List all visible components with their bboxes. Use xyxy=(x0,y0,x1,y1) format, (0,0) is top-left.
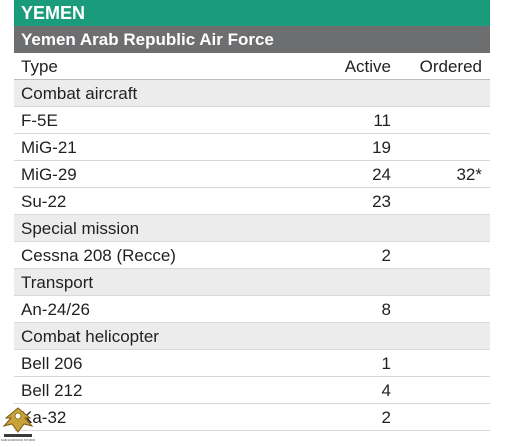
active-count: 4 xyxy=(381,381,391,400)
section-row: Combat aircraft xyxy=(14,80,490,107)
section-label: Transport xyxy=(21,273,94,292)
active-count: 11 xyxy=(373,111,391,130)
table-row: Cessna 208 (Recce) 2 xyxy=(14,242,490,269)
active-count: 23 xyxy=(372,192,391,211)
fleet-table: YEMEN Yemen Arab Republic Air Force Type… xyxy=(14,0,490,431)
section-row: Transport xyxy=(14,269,490,296)
section-row: Special mission xyxy=(14,215,490,242)
column-header-ordered: Ordered xyxy=(419,57,482,76)
active-count: 2 xyxy=(381,408,391,427)
aircraft-type: Ka-32 xyxy=(21,408,67,427)
svg-text:SAM HOFFMAN STUDIO: SAM HOFFMAN STUDIO xyxy=(1,438,36,442)
section-row: Combat helicopter xyxy=(14,323,490,350)
column-header-active: Active xyxy=(344,57,391,76)
air-force-title: Yemen Arab Republic Air Force xyxy=(14,26,490,53)
table-header-row: Type Active Ordered xyxy=(14,53,490,80)
active-count: 1 xyxy=(381,354,391,373)
country-title: YEMEN xyxy=(14,0,490,26)
active-count: 24 xyxy=(372,165,391,184)
table-row: An-24/26 8 xyxy=(14,296,490,323)
active-count: 19 xyxy=(372,138,391,157)
aircraft-type: An-24/26 xyxy=(21,300,90,319)
aircraft-type: MiG-29 xyxy=(21,165,77,184)
table-row: MiG-21 19 xyxy=(14,134,490,161)
aircraft-type: Bell 212 xyxy=(21,381,83,400)
table-body: Combat aircraft F-5E 11 MiG-21 19 MiG-29 24 32*… xyxy=(14,80,490,431)
ordered-count: 32* xyxy=(456,165,482,184)
aircraft-type: Bell 206 xyxy=(21,354,83,373)
eagle-logo-icon: SAM HOFFMAN STUDIO xyxy=(1,407,36,442)
section-label: Combat aircraft xyxy=(21,84,138,103)
table-row: Bell 212 4 xyxy=(14,377,490,404)
section-label: Special mission xyxy=(21,219,140,238)
table-row: MiG-29 24 32* xyxy=(14,161,490,188)
active-count: 2 xyxy=(381,246,391,265)
aircraft-type: F-5E xyxy=(21,111,58,130)
table-row: Bell 206 1 xyxy=(14,350,490,377)
table-row: Su-22 23 xyxy=(14,188,490,215)
aircraft-type: Su-22 xyxy=(21,192,67,211)
table-row: F-5E 11 xyxy=(14,107,490,134)
aircraft-type: MiG-21 xyxy=(21,138,77,157)
table-row: Ka-32 2 xyxy=(14,404,490,431)
section-label: Combat helicopter xyxy=(21,327,159,346)
aircraft-type: Cessna 208 (Recce) xyxy=(21,246,176,265)
active-count: 8 xyxy=(381,300,391,319)
column-header-type: Type xyxy=(21,57,58,76)
